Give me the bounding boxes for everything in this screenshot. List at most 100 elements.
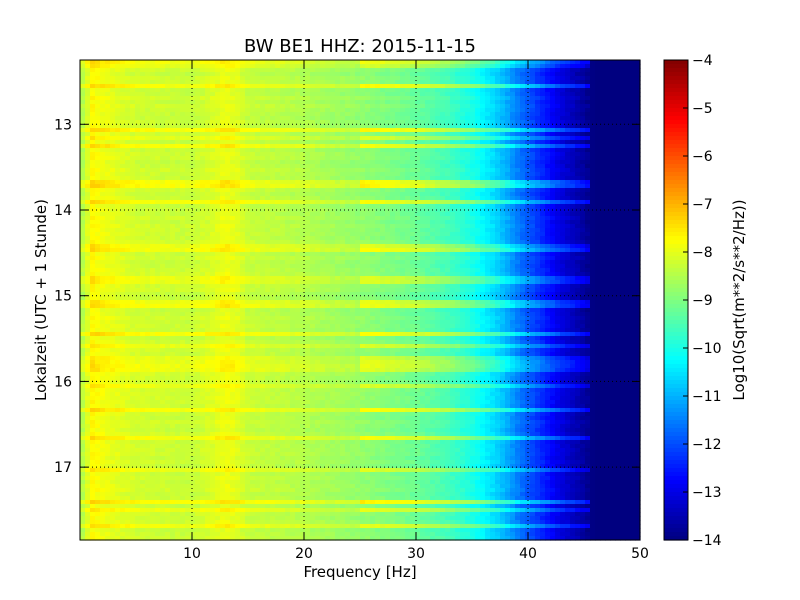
- spectrogram-cell: [210, 116, 216, 121]
- spectrogram-cell: [125, 200, 131, 205]
- spectrogram-cell: [575, 176, 581, 181]
- spectrogram-cell: [360, 128, 366, 133]
- spectrogram-cell: [175, 184, 181, 189]
- spectrogram-cell: [475, 64, 481, 69]
- spectrogram-cell: [315, 236, 321, 241]
- spectrogram-cell: [340, 136, 346, 141]
- spectrogram-cell: [635, 144, 641, 149]
- spectrogram-cell: [330, 184, 336, 189]
- spectrogram-cell: [95, 128, 101, 133]
- spectrogram-cell: [140, 76, 146, 81]
- spectrogram-cell: [490, 64, 496, 69]
- spectrogram-cell: [265, 164, 271, 169]
- spectrogram-cell: [155, 204, 161, 209]
- spectrogram-cell: [500, 76, 506, 81]
- spectrogram-cell: [370, 152, 376, 157]
- spectrogram-cell: [245, 136, 251, 141]
- spectrogram-cell: [520, 132, 526, 137]
- spectrogram-cell: [350, 124, 356, 129]
- spectrogram-cell: [535, 104, 541, 109]
- spectrogram-cell: [120, 120, 126, 125]
- spectrogram-cell: [315, 140, 321, 145]
- spectrogram-cell: [290, 140, 296, 145]
- spectrogram-cell: [240, 228, 246, 233]
- spectrogram-cell: [335, 100, 341, 105]
- spectrogram-cell: [580, 84, 586, 89]
- spectrogram-cell: [635, 68, 641, 73]
- spectrogram-cell: [545, 152, 551, 157]
- spectrogram-cell: [380, 232, 386, 237]
- spectrogram-cell: [235, 100, 241, 105]
- spectrogram-cell: [210, 112, 216, 117]
- spectrogram-cell: [165, 116, 171, 121]
- spectrogram-cell: [185, 184, 191, 189]
- spectrogram-cell: [565, 84, 571, 89]
- spectrogram-cell: [200, 92, 206, 97]
- spectrogram-cell: [430, 200, 436, 205]
- spectrogram-cell: [615, 140, 621, 145]
- spectrogram-cell: [515, 140, 521, 145]
- spectrogram-cell: [100, 60, 106, 65]
- spectrogram-cell: [140, 100, 146, 105]
- spectrogram-cell: [580, 112, 586, 117]
- spectrogram-cell: [160, 164, 166, 169]
- spectrogram-cell: [505, 80, 511, 85]
- spectrogram-cell: [560, 164, 566, 169]
- spectrogram-cell: [385, 112, 391, 117]
- spectrogram-cell: [635, 216, 641, 221]
- spectrogram-cell: [325, 184, 331, 189]
- spectrogram-cell: [540, 124, 546, 129]
- spectrogram-cell: [635, 176, 641, 181]
- spectrogram-cell: [625, 192, 631, 197]
- spectrogram-cell: [300, 212, 306, 217]
- spectrogram-cell: [325, 84, 331, 89]
- spectrogram-cell: [350, 176, 356, 181]
- spectrogram-cell: [260, 156, 266, 161]
- spectrogram-cell: [615, 184, 621, 189]
- spectrogram-cell: [570, 68, 576, 73]
- spectrogram-cell: [165, 232, 171, 237]
- spectrogram-cell: [170, 132, 176, 137]
- spectrogram-cell: [330, 156, 336, 161]
- spectrogram-cell: [335, 92, 341, 97]
- spectrogram-cell: [185, 140, 191, 145]
- spectrogram-cell: [425, 200, 431, 205]
- spectrogram-cell: [585, 140, 591, 145]
- spectrogram-cell: [535, 144, 541, 149]
- spectrogram-cell: [480, 132, 486, 137]
- spectrogram-cell: [405, 148, 411, 153]
- spectrogram-cell: [575, 188, 581, 193]
- spectrogram-cell: [290, 220, 296, 225]
- spectrogram-cell: [635, 84, 641, 89]
- spectrogram-cell: [385, 188, 391, 193]
- spectrogram-cell: [295, 236, 301, 241]
- spectrogram-cell: [390, 100, 396, 105]
- spectrogram-cell: [525, 168, 531, 173]
- spectrogram-cell: [425, 180, 431, 185]
- spectrogram-cell: [415, 92, 421, 97]
- spectrogram-cell: [280, 92, 286, 97]
- spectrogram-cell: [475, 192, 481, 197]
- spectrogram-cell: [155, 76, 161, 81]
- spectrogram-cell: [625, 136, 631, 141]
- spectrogram-cell: [500, 68, 506, 73]
- spectrogram-cell: [305, 172, 311, 177]
- spectrogram-cell: [570, 180, 576, 185]
- spectrogram-cell: [500, 172, 506, 177]
- spectrogram-cell: [395, 72, 401, 77]
- spectrogram-cell: [275, 144, 281, 149]
- spectrogram-cell: [455, 156, 461, 161]
- spectrogram-cell: [85, 204, 91, 209]
- spectrogram-cell: [405, 144, 411, 149]
- spectrogram-cell: [125, 128, 131, 133]
- spectrogram-cell: [380, 224, 386, 229]
- spectrogram-cell: [520, 92, 526, 97]
- spectrogram-cell: [470, 224, 476, 229]
- spectrogram-cell: [115, 188, 121, 193]
- spectrogram-cell: [285, 232, 291, 237]
- spectrogram-cell: [285, 192, 291, 197]
- spectrogram-cell: [160, 168, 166, 173]
- spectrogram-cell: [135, 204, 141, 209]
- spectrogram-cell: [340, 148, 346, 153]
- spectrogram-cell: [410, 184, 416, 189]
